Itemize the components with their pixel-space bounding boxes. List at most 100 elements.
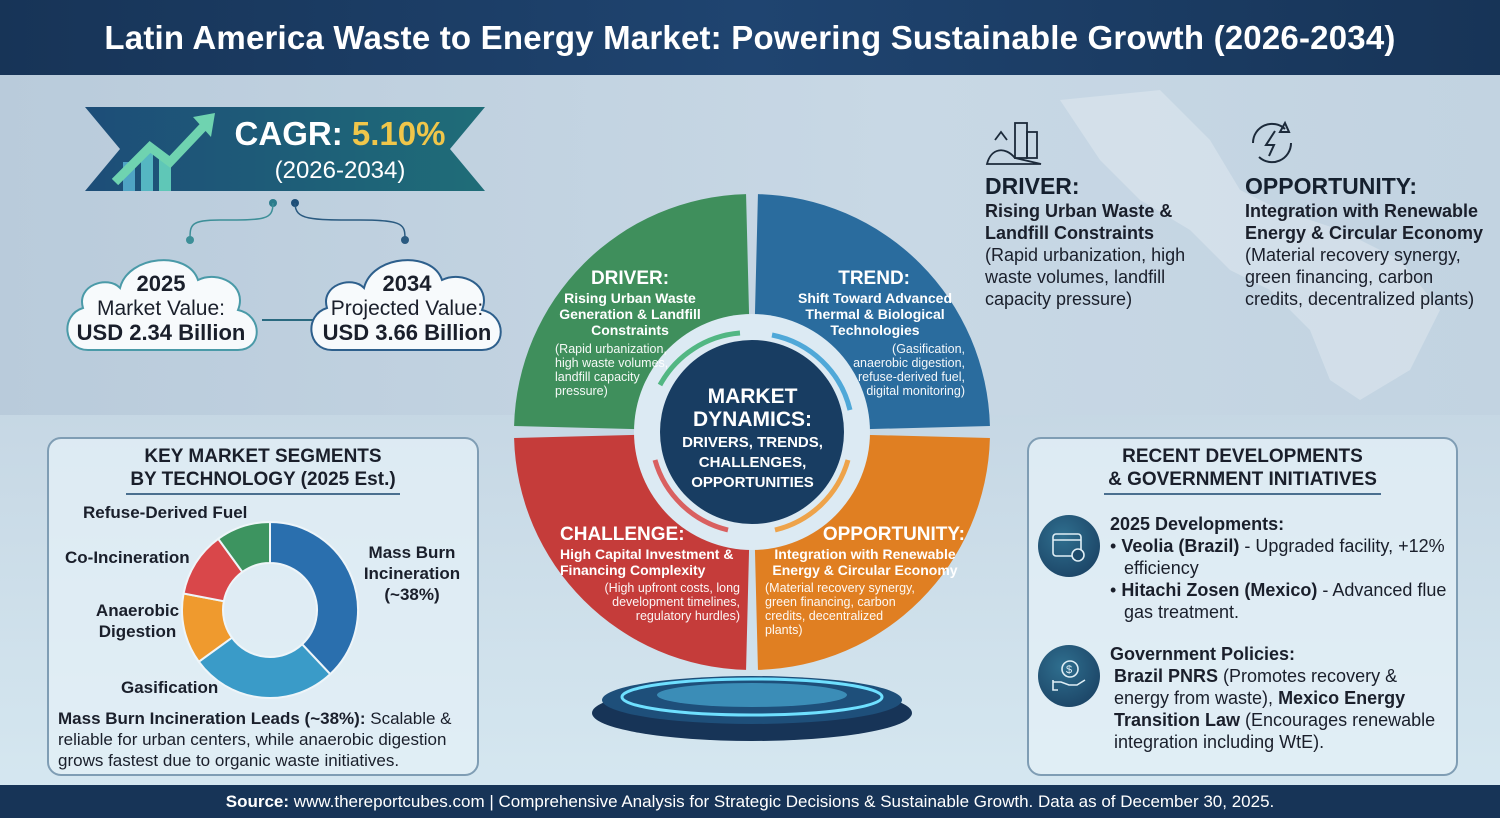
value-year: 2034 [382, 271, 432, 296]
quadrant-heading: OPPORTUNITY: [822, 524, 965, 545]
quadrant-challenge-shape [514, 434, 750, 670]
quadrant-challenge: CHALLENGE: High Capital Investment & Fin… [560, 524, 740, 623]
cycle-arrow [774, 459, 851, 533]
wheel-center-title: MARKET DYNAMICS: [693, 385, 812, 431]
policy-heading: Government Policies: [1110, 644, 1296, 664]
segments-title-line2: BY TECHNOLOGY (2025 Est.) [126, 468, 400, 495]
side-driver-text: (Rapid urbanization, high waste volumes,… [985, 245, 1186, 309]
dev-item-text: - Upgraded facility, +12% efficiency [1124, 536, 1445, 578]
cagr-label: CAGR: [234, 115, 343, 152]
quadrant-subtitle: Integration with Renewable Energy & Circ… [772, 546, 958, 578]
dev-heading: 2025 Developments: [1110, 514, 1285, 534]
quadrant-driver: DRIVER: Rising Urban Waste Generation & … [555, 268, 705, 398]
value-label: Market Value: [97, 297, 225, 320]
wheel-center-text: MARKET DYNAMICS: DRIVERS, TRENDS, CHALLE… [680, 385, 825, 493]
donut-slice-refuse-derived-fuel [216, 520, 271, 574]
dev-item: • Veolia (Brazil) - Upgraded facility, +… [1110, 536, 1445, 578]
developments-title-line2: & GOVERNMENT INITIATIVES [1104, 468, 1381, 495]
quadrant-trend-shape [754, 194, 990, 430]
cagr-value: 5.10% [351, 115, 446, 152]
svg-text:$: $ [1066, 664, 1072, 676]
label-mass-burn: Mass Burn Incineration (~38%) [362, 542, 462, 605]
quadrant-trend: TREND: Shift Toward Advanced Thermal & B… [785, 268, 965, 398]
hologram-platform [592, 676, 912, 741]
policy-text: Brazil PNRS (Promotes recovery & energy … [1110, 665, 1455, 753]
quadrant-opportunity-shape [754, 434, 990, 670]
dev-item-text: - Advanced flue gas treatment. [1124, 580, 1447, 622]
footer-label: Source: [225, 791, 290, 811]
quadrant-detail: (High upfront costs, long development ti… [604, 581, 741, 623]
cycle-arrow [657, 330, 741, 387]
quadrant-driver-shape [514, 194, 750, 430]
quadrant-detail: (Gasification, anaerobic digestion, refu… [853, 342, 965, 398]
quadrant-subtitle: Shift Toward Advanced Thermal & Biologic… [797, 290, 952, 338]
growth-arrow-icon [111, 113, 215, 191]
cagr-period: (2026-2034) [274, 157, 406, 184]
value-amount: USD 3.66 Billion [322, 320, 492, 345]
side-opportunity-heading: OPPORTUNITY: [1245, 173, 1418, 199]
segments-title-line1: KEY MARKET SEGMENTS [144, 446, 382, 467]
value-year: 2025 [136, 271, 186, 296]
policy-desc: (Encourages renewable integration includ… [1114, 710, 1436, 752]
side-opportunity-title: Integration with Renewable Energy & Circ… [1245, 201, 1484, 243]
quadrant-heading: CHALLENGE: [560, 524, 685, 545]
quadrant-detail: (Material recovery synergy, green financ… [765, 581, 915, 637]
quadrant-heading: TREND: [838, 268, 910, 289]
wheel-center [660, 340, 844, 524]
summary-text: Scalable & reliable for urban centers, w… [58, 709, 452, 770]
side-opportunity: OPPORTUNITY: Integration with Renewable … [1245, 118, 1485, 310]
developments-title: RECENT DEVELOPMENTS & GOVERNMENT INITIAT… [1027, 445, 1458, 495]
calendar-icon [1038, 515, 1100, 577]
policy-desc: (Promotes recovery & energy from waste), [1114, 666, 1398, 708]
dev-item-name: Hitachi Zosen (Mexico) [1121, 580, 1318, 600]
side-opportunity-text: (Material recovery synergy, green financ… [1245, 245, 1475, 309]
footer-text: www.thereportcubes.com | Comprehensive A… [289, 791, 1275, 811]
donut-slice-gasification [197, 636, 332, 699]
label-gasification: Gasification [121, 678, 219, 697]
quadrant-subtitle: High Capital Investment & Financing Comp… [560, 546, 734, 578]
donut-slice-mass-burn-incineration [269, 520, 359, 676]
latin-america-map-icon [1060, 90, 1440, 400]
developments-title-line1: RECENT DEVELOPMENTS [1122, 446, 1363, 467]
footer: Source: www.thereportcubes.com | Compreh… [0, 785, 1500, 818]
side-driver: DRIVER: Rising Urban Waste & Landfill Co… [985, 118, 1215, 310]
cagr-block: CAGR: 5.10% (2026-2034) [215, 115, 465, 185]
side-driver-heading: DRIVER: [985, 173, 1080, 199]
connector-lines [186, 199, 409, 321]
segments-donut-chart [181, 520, 359, 699]
title-bar: Latin America Waste to Energy Market: Po… [0, 0, 1500, 75]
energy-cycle-icon [1251, 120, 1293, 164]
label-co-incineration: Co-Incineration [65, 548, 190, 567]
value-2025: 2025 Market Value: USD 2.34 Billion [56, 272, 266, 346]
summary-bold: Mass Burn Incineration Leads (~38%): [58, 709, 366, 728]
dev-item: • Hitachi Zosen (Mexico) - Advanced flue… [1110, 580, 1447, 622]
policy-name: Mexico Energy Transition Law [1114, 688, 1406, 730]
side-driver-title: Rising Urban Waste & Landfill Constraint… [985, 201, 1173, 243]
value-2034: 2034 Projected Value: USD 3.66 Billion [302, 272, 512, 346]
developments-list: 2025 Developments: • Veolia (Brazil) - U… [1110, 513, 1450, 623]
segments-title: KEY MARKET SEGMENTS BY TECHNOLOGY (2025 … [47, 445, 479, 495]
money-hand-icon: $ [1038, 645, 1100, 707]
cycle-arrow [652, 459, 729, 533]
quadrant-subtitle: Rising Urban Waste Generation & Landfill… [559, 290, 701, 338]
cagr-ribbon [85, 107, 485, 191]
policies-list: Government Policies: Brazil PNRS (Promot… [1110, 643, 1455, 753]
page-title: Latin America Waste to Energy Market: Po… [104, 18, 1396, 56]
dev-item-name: Veolia (Brazil) [1121, 536, 1240, 556]
cycle-arrow [771, 332, 853, 411]
label-anaerobic: Anaerobic Digestion [95, 601, 180, 641]
quadrant-detail: (Rapid urbanization, high waste volumes,… [555, 342, 669, 398]
wheel-center-subtitle: DRIVERS, TRENDS, CHALLENGES, OPPORTUNITI… [682, 434, 823, 491]
value-amount: USD 2.34 Billion [76, 320, 246, 345]
label-rdf: Refuse-Derived Fuel [83, 503, 248, 522]
city-waste-icon [985, 122, 1042, 165]
label-mass-burn-name: Mass Burn Incineration [363, 543, 461, 583]
value-label: Projected Value: [330, 297, 484, 320]
quadrant-heading: DRIVER: [590, 268, 670, 289]
segments-summary: Mass Burn Incineration Leads (~38%): Sca… [58, 708, 473, 771]
quadrant-opportunity: OPPORTUNITY: Integration with Renewable … [765, 524, 965, 637]
label-mass-burn-pct: (~38%) [384, 585, 440, 604]
cloud-2025 [66, 259, 258, 351]
cloud-2034 [310, 259, 502, 351]
policy-name: Brazil PNRS [1114, 666, 1219, 686]
